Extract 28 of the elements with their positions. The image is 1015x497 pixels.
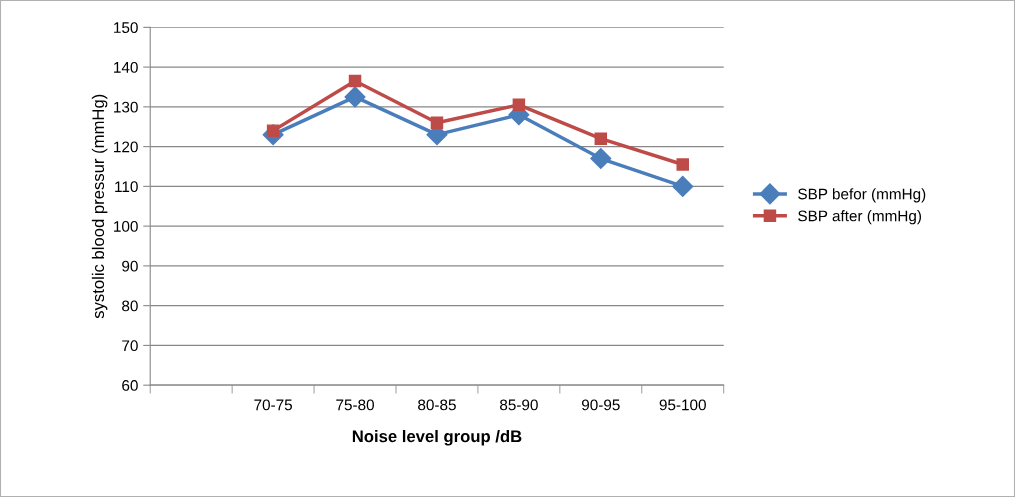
x-axis-title: Noise level group /dB xyxy=(352,429,522,446)
y-tick-label: 150 xyxy=(114,22,138,34)
x-tick-label: 70-75 xyxy=(254,399,293,411)
y-tick-label: 100 xyxy=(114,221,138,232)
legend-label: SBP befor (mmHg) xyxy=(798,188,926,203)
point xyxy=(344,86,366,108)
y-tick-label: 90 xyxy=(122,260,138,272)
y-tick-label: 60 xyxy=(122,380,138,391)
y-tick-label: 80 xyxy=(122,300,138,312)
x-tick-label: 90-95 xyxy=(581,399,620,411)
x-tick-label: 85-90 xyxy=(500,399,538,411)
y-tick-label: 110 xyxy=(115,181,138,193)
point xyxy=(512,98,526,112)
y-tick-label: 70 xyxy=(122,340,138,352)
point xyxy=(430,116,444,130)
y-tick-label: 140 xyxy=(114,61,138,73)
point xyxy=(594,132,608,145)
x-tick-label: 80-85 xyxy=(418,399,456,411)
point xyxy=(348,74,362,88)
y-tick-label: 130 xyxy=(114,101,138,113)
point xyxy=(676,158,689,171)
y-tick-label: 120 xyxy=(114,141,138,153)
point xyxy=(590,148,612,170)
legend-label: SBP after (mmHg) xyxy=(798,210,921,225)
point xyxy=(672,175,694,197)
y-axis-title: systolic blood pressur (mmHg) xyxy=(91,94,108,319)
x-tick-label: 95-100 xyxy=(659,399,706,411)
x-tick-label: 75-80 xyxy=(336,399,374,411)
